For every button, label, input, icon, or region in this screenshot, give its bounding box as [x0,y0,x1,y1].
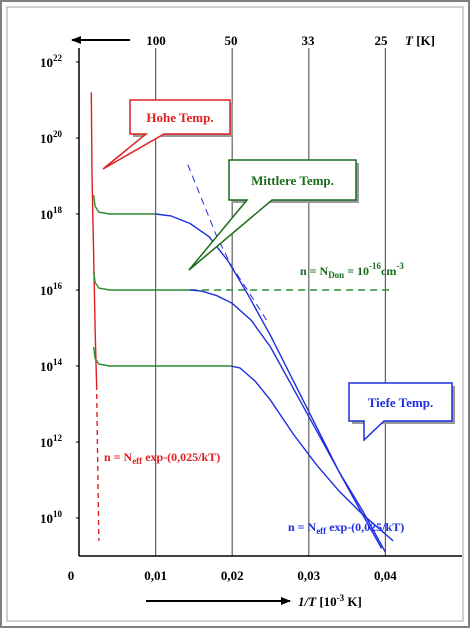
x-tick-label: 0,02 [221,568,244,583]
series-line-high-0 [90,92,98,386]
neff-blue-annotation: n = Neff exp-(0,025/kT) [288,520,404,536]
y-tick-base: 10 [40,511,53,526]
ndon-mid: = 10 [344,264,369,278]
callout-tiefe-box [348,382,453,442]
y-tick-exp: 10 [53,509,63,519]
top-tick-label: 50 [225,33,238,48]
y-tick-exp: 20 [53,129,63,139]
y-tick-base: 10 [40,359,53,374]
y-tick-base: 10 [40,55,53,70]
ndon-sup2: -3 [396,261,404,271]
x-axis-label-exp: -3 [337,593,345,603]
callout-mittlere: Mittlere Temp. [188,159,359,271]
ndon-post: cm [381,264,396,278]
x-tick-label: 0,04 [374,568,397,583]
neff-red-sub: eff [132,456,143,466]
x-axis-label-pre: [10 [316,594,337,609]
y-tick-base: 10 [40,435,53,450]
top-tick-label: 100 [146,33,166,48]
x-axis-label-post: K] [344,594,362,609]
callout-layer: Hohe Temp. Mittlere Temp. Tiefe Temp. [102,99,455,442]
y-tick-label: 1014 [40,357,63,374]
y-tick-exp: 12 [53,433,63,443]
ndon-sup: -16 [369,261,381,271]
top-axis-unit: T [K] [405,33,435,48]
series-line-mid-3 [92,270,191,291]
top-axis-unit-rest: [K] [413,33,435,48]
callout-hohe-box [102,99,231,170]
callout-hohe: Hohe Temp. [102,99,233,170]
ndon-annotation: n = NDon = 10-16cm-3 [300,261,404,280]
callout-mittlere-box [188,159,357,271]
callout-mittlere-text: Mittlere Temp. [251,173,334,188]
series-line-mid-4 [92,346,231,367]
y-tick-base: 10 [40,131,53,146]
top-tick-label: 33 [302,33,316,48]
ndon-sub: Don [328,270,344,280]
y-tick-base: 10 [40,283,53,298]
top-tick-label: 25 [375,33,389,48]
y-tick-label: 1022 [40,53,63,70]
neff-blue-post: exp-(0,025/kT) [326,520,404,534]
x-axis-label: 1/T [10-3 K] [298,593,362,609]
series-layer [90,92,394,553]
callout-tiefe-text: Tiefe Temp. [368,395,434,410]
x-tick-label: 0 [68,568,75,583]
y-tick-label: 1020 [40,129,63,146]
y-tick-label: 1018 [40,205,63,222]
callout-tiefe: Tiefe Temp. [348,382,455,442]
inner-frame [6,6,464,622]
neff-red-annotation: n = Neff exp-(0,025/kT) [104,450,220,466]
neff-blue-pre: n = N [288,520,317,534]
y-tick-base: 10 [40,207,53,222]
y-tick-label: 1010 [40,509,63,526]
series-line-low-7 [190,289,387,553]
top-axis-unit-var: T [405,33,414,48]
x-axis-label-var: 1/T [298,594,317,609]
series-line-low-9 [187,164,268,321]
ndon-pre: n = N [300,264,329,278]
y-tick-label: 1016 [40,281,63,298]
series-line-low-8 [230,365,394,542]
callout-hohe-text: Hohe Temp. [146,110,213,125]
y-tick-exp: 18 [53,205,63,215]
series-line-mid-2 [92,194,156,215]
y-tick-exp: 14 [53,357,63,367]
neff-red-post: exp-(0,025/kT) [142,450,220,464]
x-tick-label: 0,03 [297,568,320,583]
y-tick-label: 1012 [40,433,63,450]
neff-blue-sub: eff [316,526,327,536]
y-tick-exp: 16 [53,281,63,291]
neff-red-pre: n = N [104,450,133,464]
series-line-high-1 [95,384,100,541]
x-tick-label: 0,01 [144,568,167,583]
y-tick-exp: 22 [53,53,63,63]
